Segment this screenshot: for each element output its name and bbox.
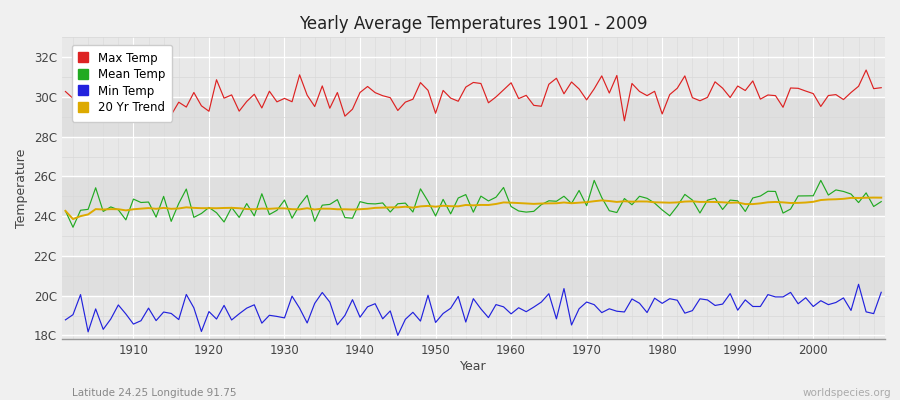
Bar <box>62 176 885 216</box>
Bar <box>62 256 885 296</box>
Y-axis label: Temperature: Temperature <box>15 149 28 228</box>
Text: worldspecies.org: worldspecies.org <box>803 388 891 398</box>
X-axis label: Year: Year <box>460 360 487 373</box>
Legend: Max Temp, Mean Temp, Min Temp, 20 Yr Trend: Max Temp, Mean Temp, Min Temp, 20 Yr Tre… <box>72 45 172 122</box>
Bar <box>62 137 885 176</box>
Text: Latitude 24.25 Longitude 91.75: Latitude 24.25 Longitude 91.75 <box>72 388 237 398</box>
Bar <box>62 296 885 335</box>
Bar <box>62 216 885 256</box>
Title: Yearly Average Temperatures 1901 - 2009: Yearly Average Temperatures 1901 - 2009 <box>299 15 648 33</box>
Bar <box>62 57 885 97</box>
Bar <box>62 97 885 137</box>
